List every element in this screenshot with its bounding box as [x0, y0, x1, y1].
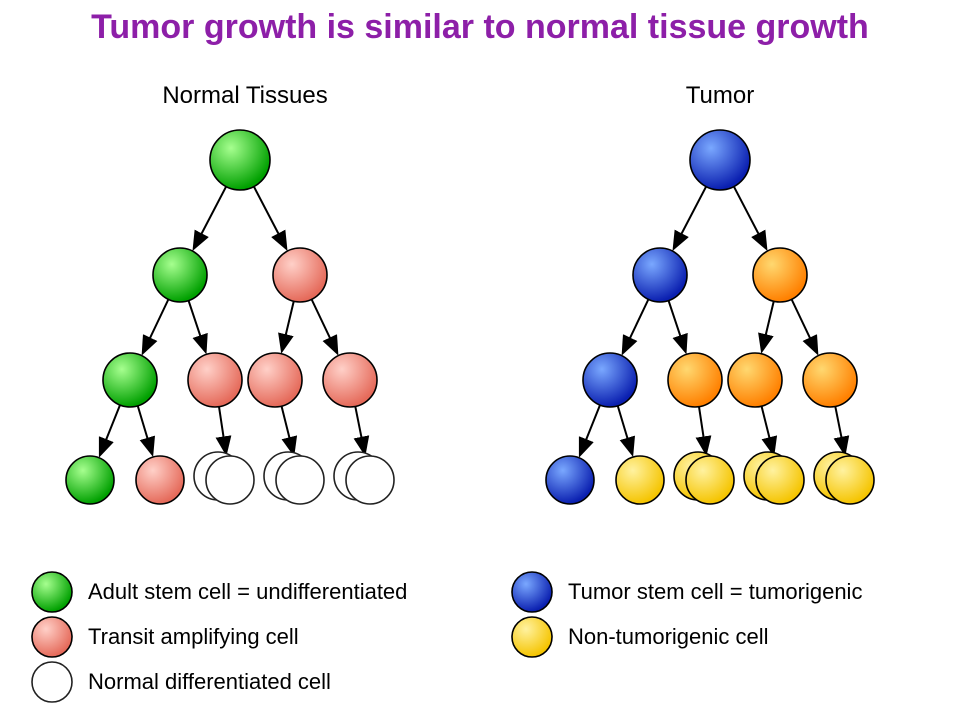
- arrow: [138, 406, 152, 453]
- salmon-cell-node: [323, 353, 377, 407]
- yellow-cell-node: [616, 456, 664, 504]
- yellow-cell-icon: [510, 615, 554, 659]
- arrow: [100, 405, 120, 454]
- legend-label: Normal differentiated cell: [88, 669, 331, 695]
- green-cell-icon: [30, 570, 74, 614]
- salmon-cell-node: [248, 353, 302, 407]
- legend-transit-amplifying: Transit amplifying cell: [30, 615, 299, 659]
- orange-cell-node: [668, 353, 722, 407]
- stage: Tumor growth is similar to normal tissue…: [0, 0, 960, 714]
- salmon-cell-node: [273, 248, 327, 302]
- arrow: [835, 406, 844, 452]
- legend-label: Transit amplifying cell: [88, 624, 299, 650]
- white-cell-node: [206, 456, 254, 504]
- white-cell-icon: [30, 660, 74, 704]
- arrow: [355, 406, 364, 452]
- arrow: [189, 301, 206, 351]
- legend-non-tumorigenic: Non-tumorigenic cell: [510, 615, 769, 659]
- blue-cell-node: [633, 248, 687, 302]
- legend-normal-differentiated: Normal differentiated cell: [30, 660, 331, 704]
- yellow-cell-node: [756, 456, 804, 504]
- arrow: [282, 301, 294, 350]
- blue-cell-node: [546, 456, 594, 504]
- arrow: [219, 407, 226, 453]
- arrow: [699, 407, 706, 453]
- legend-label: Adult stem cell = undifferentiated: [88, 579, 407, 605]
- green-cell-node: [210, 130, 270, 190]
- arrow: [762, 301, 774, 350]
- arrow: [623, 299, 648, 352]
- legend-tumor-stem-cell: Tumor stem cell = tumorigenic: [510, 570, 862, 614]
- legend-adult-stem-cell: Adult stem cell = undifferentiated: [30, 570, 407, 614]
- tree-layer: [66, 130, 874, 504]
- yellow-cell-node: [686, 456, 734, 504]
- orange-cell-node: [803, 353, 857, 407]
- arrow: [762, 406, 774, 453]
- green-cell-node: [103, 353, 157, 407]
- green-cell-node: [66, 456, 114, 504]
- salmon-cell-node: [136, 456, 184, 504]
- blue-cell-icon: [510, 570, 554, 614]
- yellow-cell-node: [826, 456, 874, 504]
- arrow: [312, 299, 337, 352]
- white-cell-node: [346, 456, 394, 504]
- arrow: [194, 187, 226, 248]
- arrow: [254, 187, 286, 248]
- legend-label: Tumor stem cell = tumorigenic: [568, 579, 862, 605]
- arrow: [282, 406, 294, 453]
- green-cell-node: [153, 248, 207, 302]
- legend-label: Non-tumorigenic cell: [568, 624, 769, 650]
- salmon-cell-icon: [30, 615, 74, 659]
- blue-cell-node: [583, 353, 637, 407]
- blue-cell-node: [690, 130, 750, 190]
- salmon-cell-node: [188, 353, 242, 407]
- white-cell-node: [276, 456, 324, 504]
- arrow: [674, 187, 706, 248]
- orange-cell-node: [753, 248, 807, 302]
- orange-cell-node: [728, 353, 782, 407]
- arrow: [143, 299, 168, 352]
- arrow: [618, 406, 632, 453]
- arrow: [580, 405, 600, 454]
- arrow: [734, 187, 766, 248]
- arrow: [792, 299, 817, 352]
- arrow: [669, 301, 686, 351]
